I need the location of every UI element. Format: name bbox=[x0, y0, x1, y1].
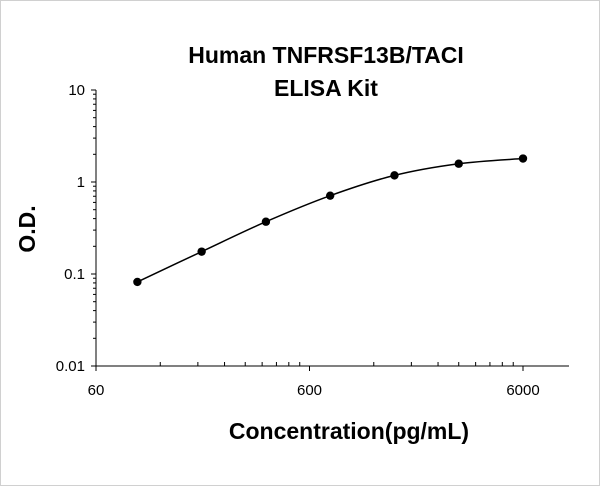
chart-title-line-2: ELISA Kit bbox=[274, 75, 378, 101]
x-axis-title: Concentration(pg/mL) bbox=[229, 418, 469, 444]
x-tick-label: 6000 bbox=[506, 382, 539, 399]
data-point bbox=[133, 277, 142, 287]
x-tick-label: 60 bbox=[88, 382, 105, 399]
data-point bbox=[390, 171, 399, 180]
x-tick-label: 600 bbox=[297, 382, 322, 399]
data-point bbox=[261, 217, 271, 226]
y-axis-title: O.D. bbox=[14, 205, 40, 252]
data-points bbox=[133, 154, 528, 287]
chart-title-line-1: Human TNFRSF13B/TACI bbox=[188, 42, 464, 68]
x-axis-minor-ticks bbox=[159, 362, 514, 366]
data-point bbox=[197, 247, 206, 256]
y-tick-label: 0.1 bbox=[64, 266, 85, 283]
y-tick-label: 10 bbox=[68, 82, 85, 99]
x-axis-ticks: 60 600 6000 bbox=[88, 366, 540, 399]
y-tick-label: 1 bbox=[77, 174, 85, 191]
data-point bbox=[518, 154, 528, 163]
y-axis-ticks: 10 1 0.1 0.01 bbox=[56, 82, 96, 375]
data-point bbox=[325, 191, 335, 200]
standard-curve-line bbox=[137, 157, 524, 283]
data-point bbox=[454, 159, 463, 168]
y-tick-label: 0.01 bbox=[56, 358, 85, 375]
